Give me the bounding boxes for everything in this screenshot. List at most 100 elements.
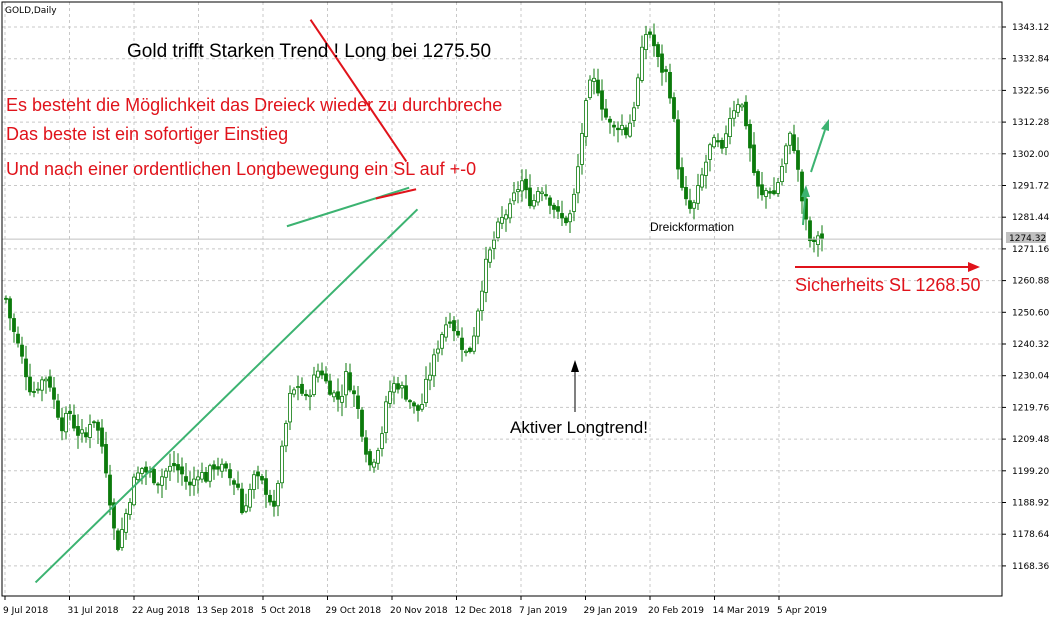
price-axis: 1343.12 1332.84 1322.56 1312.28 1302.00 1291.… <box>1002 23 1049 572</box>
candle-body <box>764 190 768 197</box>
candle-body <box>312 374 316 395</box>
candle-body <box>368 451 372 466</box>
candle-body <box>48 376 52 388</box>
candle-body <box>280 445 284 484</box>
candle-body <box>192 478 196 486</box>
candle-body <box>392 383 396 393</box>
candle-body <box>476 310 480 337</box>
candle-body <box>292 389 296 395</box>
candle-body <box>532 200 536 207</box>
x-tick-label: 12 Dec 2018 <box>455 606 513 616</box>
candle-body <box>40 379 44 391</box>
breakout-level-line <box>375 188 417 200</box>
candle-body <box>52 387 56 400</box>
candle-body <box>404 385 408 400</box>
candle-body <box>228 469 232 479</box>
candle-body <box>564 217 568 224</box>
candle-body <box>44 378 48 382</box>
x-tick-label: 20 Nov 2018 <box>390 606 448 616</box>
x-tick-label: 20 Feb 2019 <box>648 606 704 616</box>
candle-body <box>556 206 560 212</box>
candle-body <box>64 412 68 433</box>
candle-body <box>496 221 500 239</box>
candle-body <box>412 402 416 407</box>
candle-body <box>36 388 40 391</box>
candle-body <box>116 530 120 550</box>
candle-body <box>8 298 12 319</box>
candle-body <box>264 478 268 495</box>
candle-body <box>340 395 344 403</box>
candle-body <box>320 370 324 376</box>
candle-body <box>220 463 224 472</box>
candle-body <box>428 374 432 381</box>
candle-body <box>772 190 776 195</box>
candle-body <box>92 421 96 424</box>
plot-frame <box>1 1 1003 597</box>
candle-body <box>608 118 612 123</box>
candle-body <box>440 334 444 349</box>
candle-body <box>196 476 200 481</box>
candle-body <box>200 472 204 480</box>
triangle-resistance-line <box>309 19 408 163</box>
candle-body <box>576 166 580 194</box>
candle-body <box>276 483 280 507</box>
candle-body <box>12 318 16 332</box>
candle-body <box>492 239 496 249</box>
candle-body <box>580 133 584 165</box>
candle-body <box>376 450 380 464</box>
candle-body <box>812 239 816 243</box>
candle-body <box>208 465 212 482</box>
candle-body <box>216 466 220 470</box>
candle-body <box>112 502 116 529</box>
candle-body <box>528 187 532 207</box>
candle-body <box>688 200 692 209</box>
candle-body <box>628 122 632 137</box>
symbol-label: GOLD,Daily <box>5 6 57 16</box>
candle-body <box>284 423 288 447</box>
longtrend-arrow <box>571 360 579 412</box>
candle-body <box>600 90 604 110</box>
y-tick-label: 1291.72 <box>1012 182 1049 192</box>
candle-body <box>432 354 436 377</box>
candle-body <box>100 427 104 447</box>
x-tick-label: 5 Oct 2018 <box>261 606 311 616</box>
candle-body <box>484 258 488 293</box>
candle-body <box>176 464 180 471</box>
current-price-label: 1274.32 <box>1009 234 1046 244</box>
candle-body <box>796 150 800 170</box>
candle-body <box>268 494 272 503</box>
candle-body <box>652 34 656 47</box>
candle-body <box>316 370 320 378</box>
candle-body <box>240 488 244 514</box>
candle-body <box>128 502 132 515</box>
candle-body <box>748 123 752 149</box>
candle-body <box>472 335 476 352</box>
candle-body <box>520 180 524 192</box>
y-tick-label: 1219.76 <box>1012 403 1049 413</box>
candle-body <box>588 79 592 99</box>
candle-body <box>648 31 652 35</box>
candle-body <box>512 192 516 202</box>
candle-body <box>88 424 92 438</box>
candle-body <box>788 132 792 146</box>
y-tick-label: 1332.84 <box>1012 55 1049 65</box>
candle-body <box>308 394 312 398</box>
candle-body <box>296 386 300 388</box>
candle-body <box>684 187 688 200</box>
annotation-line-2: Das beste ist ein sofortiger Einstieg <box>6 124 288 144</box>
longtrend-label: Aktiver Longtrend! <box>510 418 648 437</box>
candle-body <box>256 471 260 477</box>
y-tick-label: 1260.88 <box>1012 277 1049 287</box>
candle-body <box>560 213 564 219</box>
candle-body <box>584 100 588 137</box>
target-arrow-up <box>810 119 829 173</box>
candle-body <box>468 347 472 353</box>
candle-body <box>364 437 368 455</box>
candle-body <box>752 144 756 173</box>
candle-body <box>204 471 208 482</box>
x-tick-label: 13 Sep 2018 <box>197 606 254 616</box>
candle-body <box>672 97 676 119</box>
x-tick-label: 9 Jul 2018 <box>3 606 48 616</box>
candle-body <box>680 167 684 188</box>
candle-body <box>184 476 188 482</box>
